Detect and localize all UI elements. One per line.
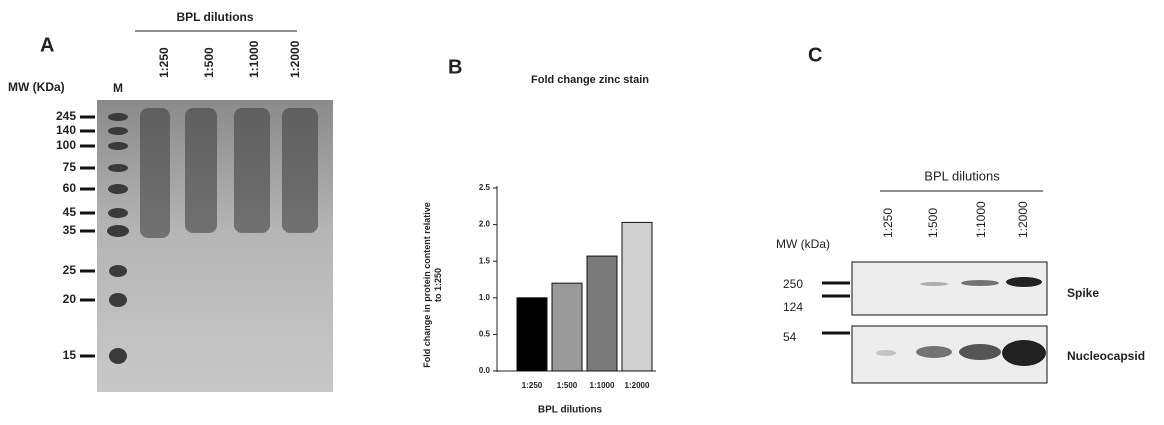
lane-label: M [113, 81, 123, 95]
y-tick-label: 0.0 [479, 366, 491, 375]
marker-label: 245 [56, 109, 76, 123]
lane-label: 1:1000 [247, 40, 261, 78]
x-tick-label: 1:2000 [625, 381, 650, 390]
marker-label: 20 [63, 292, 77, 306]
band-label: Spike [1067, 286, 1099, 300]
lane-label: 1:250 [881, 208, 895, 238]
y-tick-label: 0.5 [479, 330, 491, 339]
blot-bands [876, 277, 1046, 366]
blot [851, 261, 1048, 316]
lane-label: 1:1000 [974, 201, 988, 238]
x-tick-label: 1:1000 [590, 381, 615, 390]
x-tick-label: 1:500 [557, 381, 578, 390]
marker-bands [107, 113, 129, 364]
marker-label: 250 [783, 277, 803, 291]
group-label: BPL dilutions [924, 168, 1000, 183]
mw-label: MW (kDa) [776, 237, 830, 251]
y-tick-label: 1.0 [479, 293, 491, 302]
gel-lanes [140, 108, 318, 238]
x-tick-label: 1:250 [522, 381, 543, 390]
bar [621, 221, 653, 372]
marker-label: 25 [63, 263, 77, 277]
marker-label: 35 [63, 223, 77, 237]
band-label: Nucleocapsid [1067, 349, 1145, 363]
y-tick-label: 2.5 [479, 183, 491, 192]
marker-label: 45 [63, 205, 77, 219]
bar [551, 282, 583, 372]
y-tick-label: 1.5 [479, 256, 491, 265]
marker-label: 60 [63, 181, 77, 195]
chart: 0.0 0.5 1.0 1.5 2.0 2.5 1:250 1:500 1:1000 1:2000 [479, 183, 653, 390]
chart-title: Fold change zinc stain [531, 74, 649, 86]
marker-label: 15 [63, 348, 77, 362]
mw-label: MW (KDa) [8, 80, 65, 94]
y-axis-label: Fold change in protein content relative … [422, 202, 443, 368]
lane-label: 1:2000 [1016, 201, 1030, 238]
panel-letter: A [40, 34, 54, 56]
lane-label: 1:2000 [288, 40, 302, 78]
marker-label: 54 [783, 330, 797, 344]
x-axis-label: BPL dilutions [538, 405, 603, 416]
lane-label: 1:500 [202, 47, 216, 78]
marker-label: 140 [56, 123, 76, 137]
marker-label: 75 [63, 160, 77, 174]
marker-label: 100 [56, 138, 76, 152]
group-label: BPL dilutions [176, 10, 253, 24]
lane-label: 1:250 [157, 47, 171, 78]
bar [516, 297, 548, 372]
y-axis-label-box: Fold change in protein content relative … [422, 202, 443, 368]
panel-letter: C [808, 44, 822, 66]
marker-ticks [822, 281, 850, 335]
marker-ticks [80, 115, 95, 358]
bar [586, 255, 618, 372]
lane-label: 1:500 [926, 208, 940, 238]
panel-letter: B [448, 56, 462, 78]
y-tick-label: 2.0 [479, 220, 491, 229]
marker-label: 124 [783, 300, 803, 314]
